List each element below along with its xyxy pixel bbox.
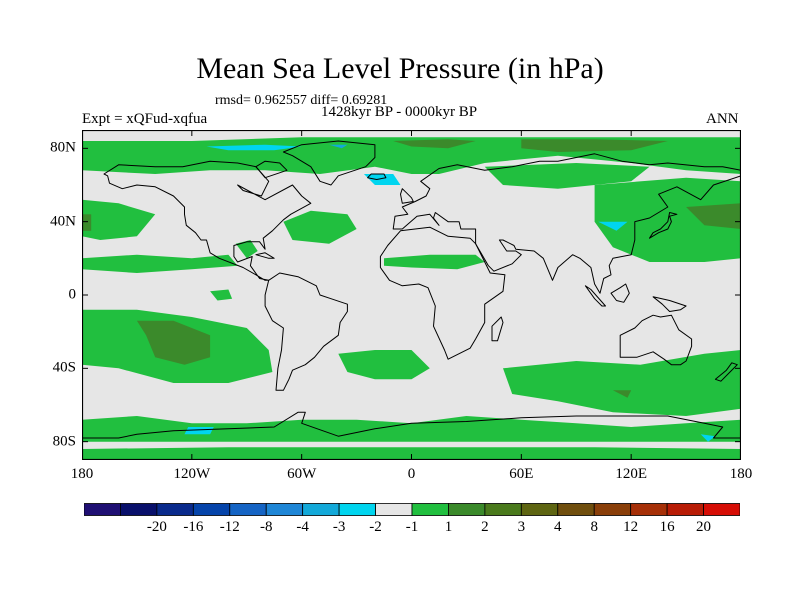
anomaly-region-greenland-dip bbox=[329, 144, 348, 149]
anomaly-region-west-pacific-green bbox=[82, 199, 156, 240]
x-tick-label: 180 bbox=[70, 466, 94, 482]
anomaly-region-tropical-atlantic-green bbox=[384, 254, 485, 270]
colorbar-box bbox=[120, 503, 158, 516]
colorbar-box bbox=[192, 503, 231, 516]
colorbar-box bbox=[448, 503, 486, 516]
colorbar-label: 8 bbox=[590, 519, 598, 535]
colorbar-label: 20 bbox=[696, 519, 712, 535]
colorbar-box bbox=[265, 503, 304, 516]
anomaly-region-ross-blue bbox=[700, 434, 716, 442]
y-tick-label: 0 bbox=[68, 286, 77, 303]
colorbar-label: -4 bbox=[296, 519, 309, 535]
colorbar-box bbox=[520, 503, 559, 516]
colorbar-label: -1 bbox=[405, 519, 419, 535]
anomaly-region-w-pacific-dark bbox=[82, 214, 92, 231]
x-tick-label: 120E bbox=[615, 466, 647, 482]
coastline-borneo bbox=[610, 283, 630, 303]
y-tick-label: 80N bbox=[50, 139, 76, 156]
anomaly-region-east-greenland-blue bbox=[363, 174, 401, 185]
x-tick-label: 120W bbox=[173, 466, 211, 482]
anomaly-region-north-polar-dark-2 bbox=[521, 139, 668, 152]
colorbar-label: -3 bbox=[332, 519, 346, 535]
anomaly-region-antarctic-blue bbox=[184, 427, 214, 435]
coastline-baffin bbox=[255, 160, 288, 179]
colorbar-box bbox=[630, 503, 668, 516]
pressure-anomaly-map bbox=[82, 130, 741, 460]
y-tick-label: 40S bbox=[52, 359, 76, 376]
coastline-africa bbox=[379, 226, 506, 360]
anomaly-region-north-polar-dark-1 bbox=[393, 139, 476, 149]
coastline-new-guinea bbox=[652, 296, 687, 312]
anomaly-region-gulf-green bbox=[235, 240, 258, 259]
anomaly-region-north-atlantic-green bbox=[283, 210, 357, 244]
anomaly-region-se-pacific-dark bbox=[136, 320, 211, 365]
colorbar-label: -16 bbox=[183, 519, 204, 535]
anomaly-region-arctic-blue-1 bbox=[206, 144, 302, 151]
coastline-madagascar bbox=[491, 316, 504, 342]
colorbar-box bbox=[375, 503, 413, 516]
x-tick-label: 60E bbox=[509, 466, 534, 482]
coastline-eurasia bbox=[392, 153, 741, 294]
anomaly-region-siberian-green bbox=[484, 163, 650, 189]
colorbar-label: -2 bbox=[369, 519, 382, 535]
anomaly-region-antarctic-coast-green bbox=[82, 416, 741, 442]
anomaly-region-south-atlantic-green bbox=[338, 350, 430, 380]
coastline-australia bbox=[619, 314, 693, 366]
anomaly-region-east-pacific-small bbox=[210, 289, 233, 301]
colorbar-label: 4 bbox=[554, 519, 562, 535]
colorbar-box bbox=[484, 503, 522, 516]
colorbar-label: 3 bbox=[517, 519, 526, 535]
colorbar-label: -8 bbox=[259, 519, 273, 535]
coastline-japan bbox=[649, 212, 678, 239]
anomaly-region-southern-ocean-green bbox=[503, 350, 741, 416]
coastline-greenland bbox=[282, 140, 376, 186]
colorbar-box bbox=[84, 503, 121, 516]
colorbar-label: -20 bbox=[146, 519, 167, 535]
colorbar-label: 12 bbox=[623, 519, 639, 535]
colorbar-label: 2 bbox=[481, 519, 489, 535]
anomaly-region-southern-ocean-dark bbox=[612, 390, 632, 398]
period-text: 1428kyr BP - 0000kyr BP bbox=[321, 104, 478, 120]
colorbar-label: 16 bbox=[659, 519, 675, 535]
colorbar-box bbox=[229, 503, 267, 516]
colorbar-box bbox=[411, 503, 449, 516]
x-tick-label: 0 bbox=[407, 466, 416, 482]
coastline-cuba bbox=[255, 252, 275, 259]
colorbar-box bbox=[703, 503, 740, 516]
colorbar-label: 1 bbox=[444, 519, 453, 535]
colorbar-box bbox=[557, 503, 595, 516]
colorbar-box bbox=[156, 503, 194, 516]
coastline-south-america bbox=[264, 272, 348, 391]
stats-text: rmsd= 0.962557 diff= 0.69281 bbox=[215, 93, 388, 108]
anomaly-region-subtropical-east-pacific-green bbox=[82, 254, 238, 273]
coastline-british-isles bbox=[400, 188, 414, 204]
y-tick-label: 40N bbox=[50, 213, 76, 230]
colorbar bbox=[84, 503, 740, 516]
colorbar-box bbox=[338, 503, 376, 516]
coastline-new-zealand bbox=[714, 362, 738, 382]
coastline-north-america bbox=[103, 160, 312, 281]
chart-title: Mean Sea Level Pressure (in hPa) bbox=[196, 52, 604, 85]
anomaly-regions bbox=[82, 137, 741, 460]
colorbar-box bbox=[593, 503, 632, 516]
anomaly-region-pacific-dark bbox=[686, 203, 741, 229]
season-label: ANN bbox=[706, 111, 739, 127]
coastline-antarctica bbox=[82, 411, 741, 460]
colorbar-box bbox=[302, 503, 340, 516]
anomaly-region-antarctic-interior-band bbox=[82, 447, 741, 460]
anomaly-region-china-blue bbox=[598, 221, 628, 231]
coastline-sumatra bbox=[584, 285, 606, 307]
experiment-label: Expt = xQFud-xqfua bbox=[82, 111, 208, 127]
x-tick-label: 60W bbox=[287, 466, 317, 482]
colorbar-label: -12 bbox=[219, 519, 240, 535]
y-tick-label: 80S bbox=[52, 433, 76, 450]
coastline-iceland bbox=[367, 173, 387, 180]
x-tick-label: 180 bbox=[729, 466, 753, 482]
colorbar-box bbox=[666, 503, 704, 516]
coastlines bbox=[82, 140, 741, 460]
